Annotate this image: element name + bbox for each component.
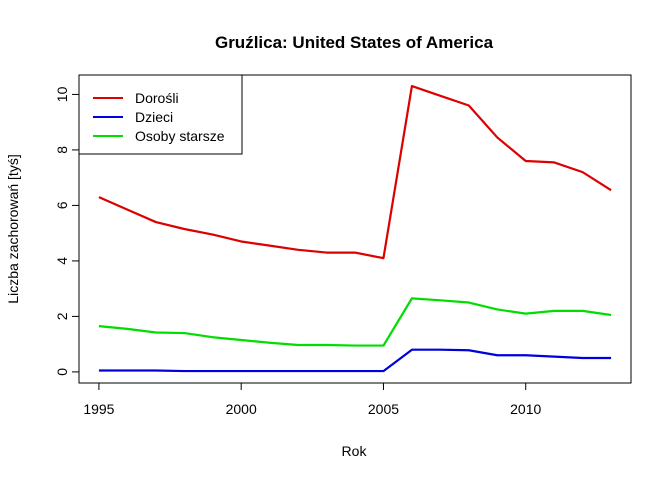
series-layer [98, 84, 612, 373]
x-tick-label: 2010 [510, 401, 541, 417]
series-line-dorosli [98, 84, 612, 260]
x-tick-label: 2000 [226, 401, 257, 417]
y-tick-label: 2 [54, 312, 70, 320]
chart-title: Gruźlica: United States of America [215, 33, 494, 52]
y-tick-label: 8 [54, 146, 70, 154]
legend: Dorośli Dzieci Osoby starsze [78, 74, 243, 155]
legend-label-dorosli: Dorośli [135, 90, 179, 106]
y-axis-label: Liczba zachorowań [tyś] [5, 154, 21, 303]
legend-box [78, 74, 243, 155]
y-axis: 0 2 4 6 8 10 [54, 86, 80, 376]
series-line-dzieci [98, 348, 612, 373]
legend-label-dzieci: Dzieci [135, 109, 173, 125]
series-line-osoby-starsze [98, 297, 612, 347]
y-tick-label: 10 [54, 86, 70, 102]
x-tick-label: 2005 [368, 401, 399, 417]
x-axis: 1995 2000 2005 2010 [83, 382, 542, 417]
y-tick-label: 0 [54, 368, 70, 376]
legend-label-osoby-starsze: Osoby starsze [135, 128, 225, 144]
y-tick-label: 4 [54, 257, 70, 265]
y-tick-label: 6 [54, 201, 70, 209]
x-axis-label: Rok [342, 443, 368, 459]
x-tick-label: 1995 [83, 401, 114, 417]
